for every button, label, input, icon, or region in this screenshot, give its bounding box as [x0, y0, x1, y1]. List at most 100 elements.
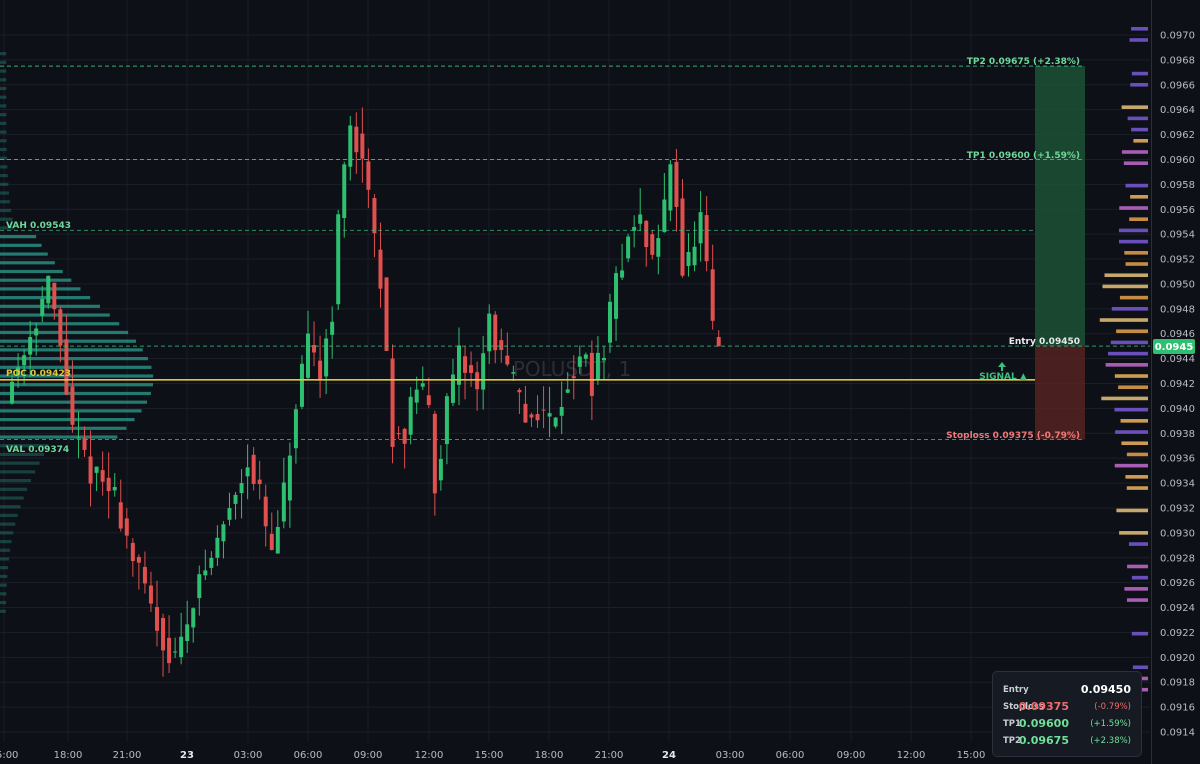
volume-profile-bar	[0, 200, 10, 204]
volume-profile-bar	[1132, 665, 1148, 670]
y-tick-label: 0.0928	[1160, 553, 1195, 564]
y-tick-label: 0.0948	[1160, 304, 1195, 315]
candle	[680, 179, 685, 278]
candle	[650, 230, 655, 260]
candle	[342, 161, 347, 238]
entry-label: Entry 0.09450	[1009, 337, 1080, 347]
x-tick-label: 21:00	[113, 750, 142, 761]
candle	[662, 173, 667, 233]
y-tick-label: 0.0970	[1160, 31, 1195, 42]
candle	[505, 332, 510, 367]
x-tick-label: 23	[180, 750, 194, 761]
volume-profile-bar	[1125, 262, 1148, 266]
volume-profile-bar	[1116, 508, 1148, 513]
volume-profile-bar	[0, 531, 14, 535]
grid	[0, 0, 1150, 742]
candle	[632, 215, 637, 248]
volume-profile-bar	[0, 104, 7, 108]
volume-profile-bar	[1118, 228, 1148, 233]
candle	[426, 377, 431, 408]
position-zones	[1035, 66, 1085, 440]
volume-profile-bar	[0, 452, 45, 457]
candle	[523, 385, 528, 423]
candle	[239, 469, 244, 519]
candle	[281, 457, 286, 529]
candle	[330, 306, 335, 359]
volume-profile-bar	[0, 182, 9, 186]
volume-profile-bar	[1131, 26, 1148, 31]
volume-profile-bar	[1114, 463, 1148, 468]
candle	[444, 393, 449, 465]
volume-profile-bar	[1119, 206, 1148, 210]
y-tick-label: 0.0930	[1160, 528, 1195, 539]
candle	[275, 510, 280, 554]
take-profit-zone	[1035, 66, 1085, 347]
candle	[487, 304, 492, 364]
candle	[167, 615, 172, 674]
y-tick-label: 0.0920	[1160, 653, 1195, 664]
panel-entry-label: Entry	[1003, 685, 1029, 695]
candle	[378, 222, 383, 308]
volume-profile-bar	[1131, 71, 1148, 76]
candle	[710, 244, 715, 330]
candle	[227, 492, 232, 526]
candle	[414, 376, 419, 415]
volume-profile-bar	[1118, 385, 1148, 390]
volume-profile-bar	[1125, 183, 1148, 188]
x-axis: 15:00 18:00 21:00 23 03:00 06:00 09:00 12:00 15:…	[0, 750, 985, 761]
volume-profile-bar	[0, 287, 81, 291]
candle	[601, 346, 606, 380]
volume-profile-bar	[0, 95, 7, 99]
candle	[263, 484, 268, 547]
volume-profile-bar	[1107, 351, 1148, 356]
candle	[306, 310, 310, 380]
volume-profile-bar	[1123, 161, 1148, 165]
candle	[481, 336, 486, 410]
y-tick-label: 0.0918	[1160, 678, 1195, 689]
candle	[336, 209, 341, 310]
candle	[692, 221, 697, 272]
volume-profile-bar	[1131, 127, 1148, 132]
candle	[293, 404, 298, 464]
volume-profile-bar	[1129, 217, 1148, 222]
volume-profile-bar	[0, 566, 9, 570]
volume-profile-bar	[0, 130, 7, 134]
volume-profile-bar	[0, 391, 151, 396]
volume-profile-bar	[1110, 340, 1148, 345]
volume-profile-bar	[1124, 251, 1148, 255]
val-label: VAL 0.09374	[6, 445, 69, 455]
volume-profile-bar	[0, 69, 7, 73]
candle	[656, 224, 661, 275]
candle	[366, 148, 371, 208]
candle	[475, 361, 480, 411]
volume-profile-bar	[1114, 407, 1148, 412]
candle	[595, 336, 600, 385]
volume-profile-bar	[1102, 284, 1148, 289]
y-tick-label: 0.0952	[1160, 255, 1195, 266]
volume-profile-bar	[0, 574, 8, 579]
volume-profile-bar	[0, 426, 127, 430]
panel-tp1-value: 0.09600	[1018, 717, 1069, 730]
candle	[94, 466, 99, 492]
y-tick-label: 0.0964	[1160, 105, 1195, 116]
volume-profile-bar	[0, 496, 24, 500]
volume-profile-bar	[0, 52, 7, 56]
volume-profile-bar	[1127, 116, 1148, 121]
volume-profile-bar	[0, 156, 8, 160]
y-tick-label: 0.0958	[1160, 180, 1195, 191]
candle	[324, 329, 329, 395]
x-tick-label: 03:00	[234, 750, 263, 761]
candle	[179, 612, 184, 665]
stoploss-label: Stoploss 0.09375 (-0.79%)	[946, 431, 1080, 441]
panel-row-stoploss: Stoploss 0.09375 (-0.79%)	[1003, 697, 1131, 717]
y-tick-label: 0.0966	[1160, 80, 1195, 91]
panel-tp2-pct: (+2.38%)	[1090, 736, 1131, 746]
candle	[82, 426, 87, 457]
candle	[318, 335, 323, 398]
volume-profile-bar	[0, 78, 7, 82]
candle	[197, 565, 202, 616]
y-tick-label: 0.0956	[1160, 205, 1195, 216]
volume-profile-bar	[0, 539, 12, 544]
x-tick-label: 15:00	[0, 750, 18, 761]
x-tick-label: 18:00	[535, 750, 564, 761]
